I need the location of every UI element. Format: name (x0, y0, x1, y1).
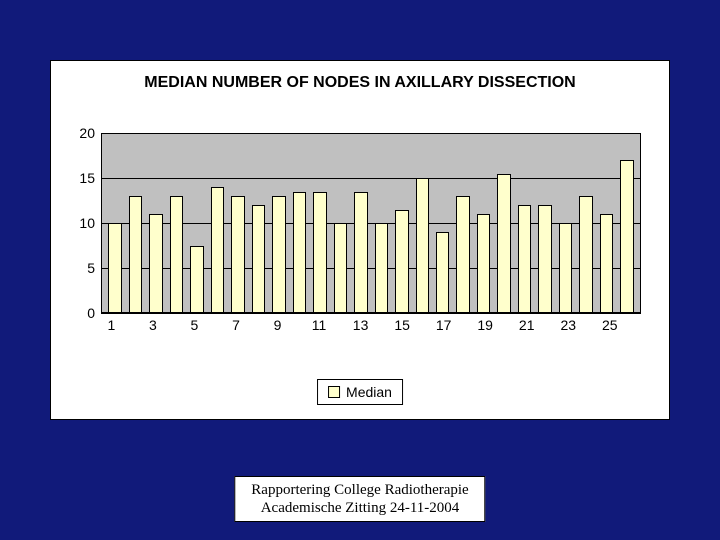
bar-slot (514, 133, 534, 313)
legend-swatch (328, 386, 340, 398)
bars-container (101, 133, 641, 313)
x-axis-labels: 135791113151719212325 (101, 317, 641, 337)
x-tick-label (329, 317, 350, 337)
bar (456, 196, 470, 313)
bar (416, 178, 430, 313)
bar-slot (269, 133, 289, 313)
bar (170, 196, 184, 313)
bar (395, 210, 409, 314)
bar (231, 196, 245, 313)
x-tick-label: 19 (475, 317, 496, 337)
bar (149, 214, 163, 313)
x-tick-label: 15 (392, 317, 413, 337)
x-tick-label (371, 317, 392, 337)
bar-slot (494, 133, 514, 313)
chart-title: MEDIAN NUMBER OF NODES IN AXILLARY DISSE… (51, 61, 669, 102)
x-tick-label (288, 317, 309, 337)
legend: Median (317, 379, 403, 405)
x-tick-label: 9 (267, 317, 288, 337)
legend-label: Median (346, 384, 392, 400)
bar (190, 246, 204, 314)
x-tick-label: 25 (599, 317, 620, 337)
bar (518, 205, 532, 313)
bar (559, 223, 573, 313)
y-tick-label: 0 (65, 305, 95, 321)
x-tick-label (163, 317, 184, 337)
x-tick-label: 11 (309, 317, 330, 337)
bar (600, 214, 614, 313)
bar-slot (576, 133, 596, 313)
bar-slot (289, 133, 309, 313)
bar-slot (555, 133, 575, 313)
bar-slot (310, 133, 330, 313)
x-tick-label: 5 (184, 317, 205, 337)
bar-slot (412, 133, 432, 313)
plot-area: 05101520 (101, 133, 641, 313)
bar (620, 160, 634, 313)
x-tick-label (412, 317, 433, 337)
y-tick-label: 10 (65, 215, 95, 231)
bar-slot (596, 133, 616, 313)
bar-slot (351, 133, 371, 313)
y-tick-label: 20 (65, 125, 95, 141)
x-tick-label (620, 317, 641, 337)
bar (313, 192, 327, 314)
gridline (101, 313, 641, 314)
bar-slot (166, 133, 186, 313)
bar-slot (330, 133, 350, 313)
bar-slot (392, 133, 412, 313)
bar (538, 205, 552, 313)
bar-slot (535, 133, 555, 313)
bar (129, 196, 143, 313)
footer-line-2: Academische Zitting 24-11-2004 (251, 499, 468, 517)
bar (375, 223, 389, 313)
bar-slot (617, 133, 637, 313)
bar (293, 192, 307, 314)
bar-slot (248, 133, 268, 313)
bar (252, 205, 266, 313)
x-tick-label (579, 317, 600, 337)
bar-slot (207, 133, 227, 313)
x-tick-label: 7 (226, 317, 247, 337)
x-tick-label: 21 (516, 317, 537, 337)
x-tick-label: 17 (433, 317, 454, 337)
y-tick-label: 15 (65, 170, 95, 186)
y-tick-label: 5 (65, 260, 95, 276)
bar-slot (371, 133, 391, 313)
bar-slot (125, 133, 145, 313)
bar-slot (228, 133, 248, 313)
x-tick-label (122, 317, 143, 337)
bar-slot (105, 133, 125, 313)
x-tick-label (454, 317, 475, 337)
bar (579, 196, 593, 313)
x-tick-label (246, 317, 267, 337)
x-tick-label: 13 (350, 317, 371, 337)
footer: Rapportering College Radiotherapie Acade… (234, 476, 485, 522)
x-tick-label: 23 (558, 317, 579, 337)
bar-slot (473, 133, 493, 313)
x-tick-label: 1 (101, 317, 122, 337)
x-tick-label: 3 (143, 317, 164, 337)
bar (272, 196, 286, 313)
x-tick-label (496, 317, 517, 337)
bar (436, 232, 450, 313)
bar-slot (433, 133, 453, 313)
footer-line-1: Rapportering College Radiotherapie (251, 481, 468, 499)
x-tick-label (537, 317, 558, 337)
bar (354, 192, 368, 314)
bar (211, 187, 225, 313)
bar (108, 223, 122, 313)
bar-slot (187, 133, 207, 313)
chart-panel: MEDIAN NUMBER OF NODES IN AXILLARY DISSE… (50, 60, 670, 420)
bar-slot (453, 133, 473, 313)
bar-slot (146, 133, 166, 313)
bar (497, 174, 511, 314)
x-tick-label (205, 317, 226, 337)
bar (477, 214, 491, 313)
bar (334, 223, 348, 313)
